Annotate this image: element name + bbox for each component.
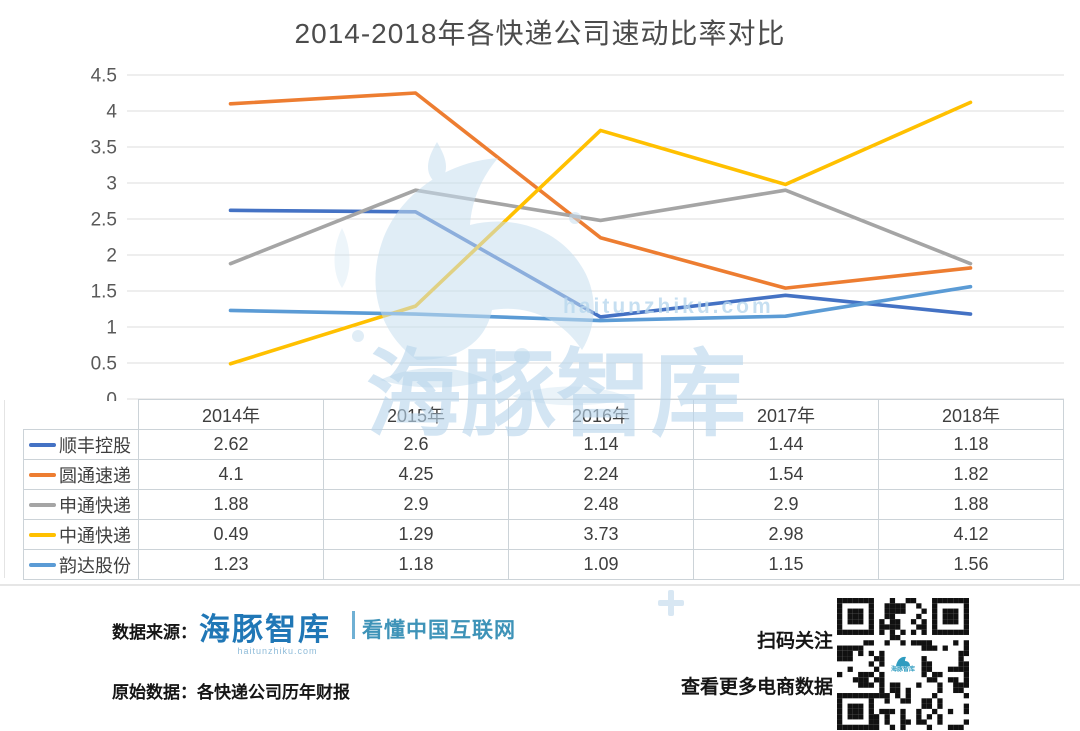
legend-item: 韵达股份 [23,549,139,580]
value-cell: 2.98 [693,519,879,550]
data-source-label: 数据来源： [112,623,197,642]
page-title: 2014-2018年各快递公司速动比率对比 [294,18,786,49]
raw-data-label: 原始数据： [112,683,197,702]
y-tick-label: 1 [106,318,117,339]
legend-label: 顺丰控股 [59,435,131,456]
value-cell: 1.88 [138,489,324,520]
value-cell: 0.49 [138,519,324,550]
value-cell: 1.56 [878,549,1064,580]
legend-item: 顺丰控股 [23,429,139,460]
series-line-2 [228,188,973,266]
value-cell: 1.15 [693,549,879,580]
raw-data-line: 原始数据：各快递公司历年财报 [112,678,350,703]
year-header-cell: 2015年 [323,399,509,430]
value-cell: 1.88 [878,489,1064,520]
value-cell: 4.1 [138,459,324,490]
chart-data-table: 2014年 2015年 2016年 2017年 2018年顺丰控股 2.62 2.6 1.14… [23,399,1064,580]
value-cell: 1.18 [878,429,1064,460]
dolphin-watermark-icon [334,142,630,406]
legend-swatch [29,472,56,477]
table-row: 申通快递 1.88 2.9 2.48 2.9 1.88 [23,489,1064,520]
qr-caption-more-data: 查看更多电商数据 [680,677,833,698]
year-header-cell: 2014年 [138,399,324,430]
brand-logo-text: 海豚智库 [199,612,331,647]
y-tick-label: 2.5 [91,210,117,231]
value-cell: 1.09 [508,549,694,580]
value-cell: 1.44 [693,429,879,460]
value-cell: 2.9 [693,489,879,520]
y-tick-label: 3.5 [91,138,117,159]
value-cell: 2.48 [508,489,694,520]
table-row: 顺丰控股 2.62 2.6 1.14 1.44 1.18 [23,429,1064,460]
watermark-url: haitunzhiku.com [563,295,774,318]
footer-divider [0,584,1080,586]
value-cell: 2.62 [138,429,324,460]
y-tick-label: 3 [106,174,117,195]
value-cell: 2.9 [323,489,509,520]
brand-separator [352,611,355,639]
legend-label: 申通快递 [59,495,131,516]
value-cell: 2.24 [508,459,694,490]
series-line-0 [228,208,973,319]
plus-sparkle-icon [658,590,684,616]
value-cell: 4.12 [878,519,1064,550]
y-tick-label: 2 [106,246,117,267]
legend-label: 中通快递 [59,525,131,546]
value-cell: 1.14 [508,429,694,460]
brand-url: haitunzhiku.com [237,646,318,656]
table-row: 韵达股份 1.23 1.18 1.09 1.15 1.56 [23,549,1064,580]
value-cell: 1.82 [878,459,1064,490]
y-tick-label: 4 [106,102,117,123]
legend-label: 韵达股份 [59,555,131,576]
y-tick-label: 0.5 [91,354,117,375]
value-cell: 1.18 [323,549,509,580]
value-cell: 2.6 [323,429,509,460]
legend-item: 申通快递 [23,489,139,520]
legend-label: 圆通速递 [59,465,131,486]
series-line-3 [228,100,973,366]
legend-swatch [29,562,56,567]
value-cell: 4.25 [323,459,509,490]
brand-tagline: 看懂中国互联网 [362,619,516,642]
value-cell: 3.73 [508,519,694,550]
qr-caption-follow: 扫码关注 [756,631,833,652]
qr-pattern [837,598,969,730]
year-header-cell: 2016年 [508,399,694,430]
legend-swatch [29,502,56,507]
legend-swatch [29,532,56,537]
table-corner-cell [24,400,139,430]
value-cell: 1.54 [693,459,879,490]
qr-code: 海豚智库 [837,598,969,730]
line-chart: 00.511.522.533.544.5 [91,66,1064,401]
plot-left-border [4,400,5,578]
table-row: 中通快递 0.49 1.29 3.73 2.98 4.12 [23,519,1064,550]
year-header-cell: 2017年 [693,399,879,430]
y-tick-label: 4.5 [91,66,117,87]
y-tick-label: 1.5 [91,282,117,303]
year-header-cell: 2018年 [878,399,1064,430]
qr-logo-text: 海豚智库 [890,666,915,673]
series-line-1 [228,91,973,290]
series-line-4 [228,284,973,323]
legend-item: 圆通速递 [23,459,139,490]
legend-swatch [29,442,56,447]
value-cell: 1.23 [138,549,324,580]
legend-item: 中通快递 [23,519,139,550]
qr-dolphin-icon [896,656,910,666]
table-row: 圆通速递 4.1 4.25 2.24 1.54 1.82 [23,459,1064,490]
raw-data-value: 各快递公司历年财报 [197,683,350,702]
qr-center-logo: 海豚智库 [885,646,921,682]
value-cell: 1.29 [323,519,509,550]
